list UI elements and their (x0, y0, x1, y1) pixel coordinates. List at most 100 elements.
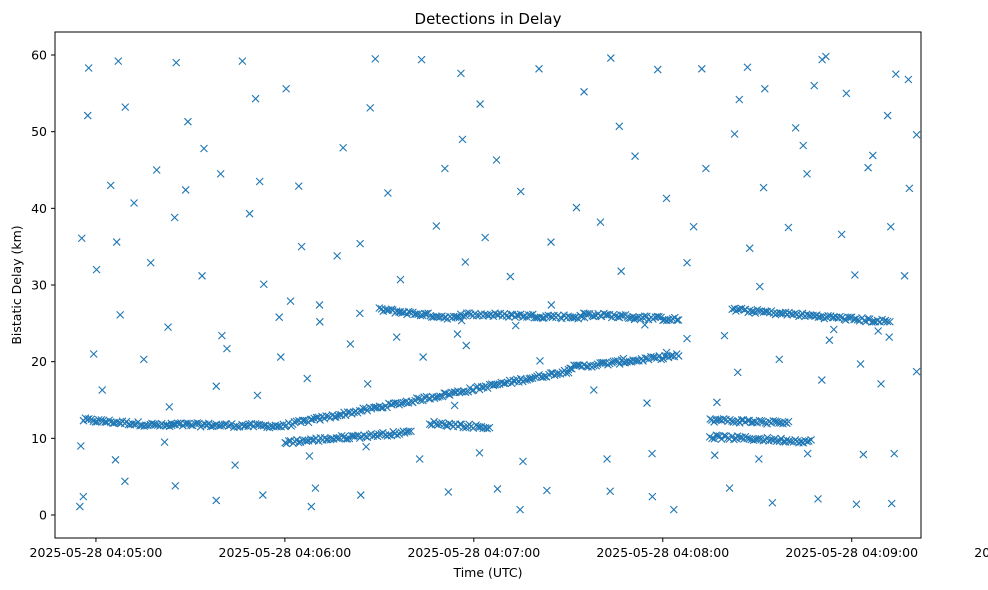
data-point (453, 330, 462, 338)
data-point (822, 52, 830, 61)
data-point (307, 502, 316, 511)
data-point (114, 57, 123, 66)
data-point (144, 421, 152, 430)
data-point (577, 313, 586, 321)
data-point (436, 392, 444, 401)
data-point (76, 442, 85, 450)
data-point (349, 432, 358, 440)
data-point (406, 308, 415, 317)
data-point (754, 455, 763, 463)
data-point (139, 355, 148, 364)
data-point (89, 350, 98, 358)
data-point (886, 222, 895, 231)
data-point (868, 318, 876, 326)
data-point (653, 65, 662, 74)
data-point (392, 333, 401, 342)
data-point (294, 182, 303, 190)
x-tick-label: 2025-05-28 04:09:00 (785, 545, 918, 560)
data-point (245, 420, 254, 428)
data-point (170, 213, 179, 222)
data-point (198, 271, 206, 280)
data-point (75, 502, 84, 511)
data-point (759, 183, 768, 192)
data-point (885, 317, 894, 326)
data-point (440, 164, 449, 173)
data-point (395, 400, 404, 409)
data-point (493, 380, 502, 389)
data-point (181, 186, 190, 194)
data-point (476, 100, 485, 108)
data-point (212, 382, 221, 391)
x-tick-label: 2025-05-28 04:06:00 (219, 545, 352, 560)
data-point (367, 404, 376, 413)
data-point (216, 169, 225, 178)
data-point (885, 333, 894, 342)
data-point (768, 498, 777, 507)
data-point (606, 487, 615, 496)
data-point (619, 311, 627, 320)
data-point (292, 417, 301, 426)
data-point (259, 280, 268, 289)
data-point (231, 461, 240, 470)
data-point (212, 496, 221, 505)
data-point (200, 144, 208, 153)
data-point (516, 187, 525, 196)
data-point (493, 485, 502, 493)
data-point (535, 64, 543, 73)
y-tick-label: 10 (31, 431, 47, 446)
data-point (416, 311, 425, 320)
data-point (506, 272, 515, 281)
data-point (337, 432, 346, 440)
data-point (275, 422, 283, 431)
data-point (432, 222, 441, 230)
data-point (502, 312, 511, 320)
data-point (356, 491, 365, 499)
data-point (332, 434, 341, 442)
data-point (735, 95, 744, 104)
data-point (79, 492, 88, 501)
data-point (536, 357, 544, 365)
y-tick-label: 60 (31, 48, 47, 63)
data-point (216, 421, 225, 430)
data-point (737, 416, 746, 424)
data-point (290, 417, 299, 426)
data-point (580, 87, 588, 96)
data-point (171, 481, 180, 490)
data-point (387, 400, 396, 409)
data-point (850, 271, 859, 279)
data-point (803, 169, 811, 178)
data-point (799, 141, 808, 150)
data-point (501, 379, 510, 388)
data-point (640, 320, 649, 329)
data-point (836, 312, 844, 321)
data-point (315, 317, 324, 326)
data-point (519, 457, 527, 466)
data-point (238, 57, 247, 66)
data-point (538, 314, 547, 322)
data-point (602, 310, 610, 319)
data-point (308, 436, 317, 445)
data-point (253, 391, 262, 400)
data-point (572, 203, 581, 212)
data-point (824, 311, 832, 320)
data-point (605, 359, 614, 368)
data-point (669, 505, 678, 514)
data-point (251, 94, 260, 103)
data-point (791, 309, 800, 318)
data-point (817, 376, 826, 384)
data-point (121, 103, 130, 112)
data-point (708, 434, 716, 443)
y-tick-label: 30 (31, 278, 47, 293)
data-point (187, 421, 195, 429)
data-point (603, 310, 612, 319)
data-point (859, 450, 868, 459)
data-point (772, 437, 781, 445)
data-point (459, 312, 468, 320)
data-point (868, 151, 877, 160)
data-point (85, 414, 93, 423)
data-point (697, 64, 706, 73)
data-point (181, 419, 190, 428)
data-point (791, 123, 800, 132)
